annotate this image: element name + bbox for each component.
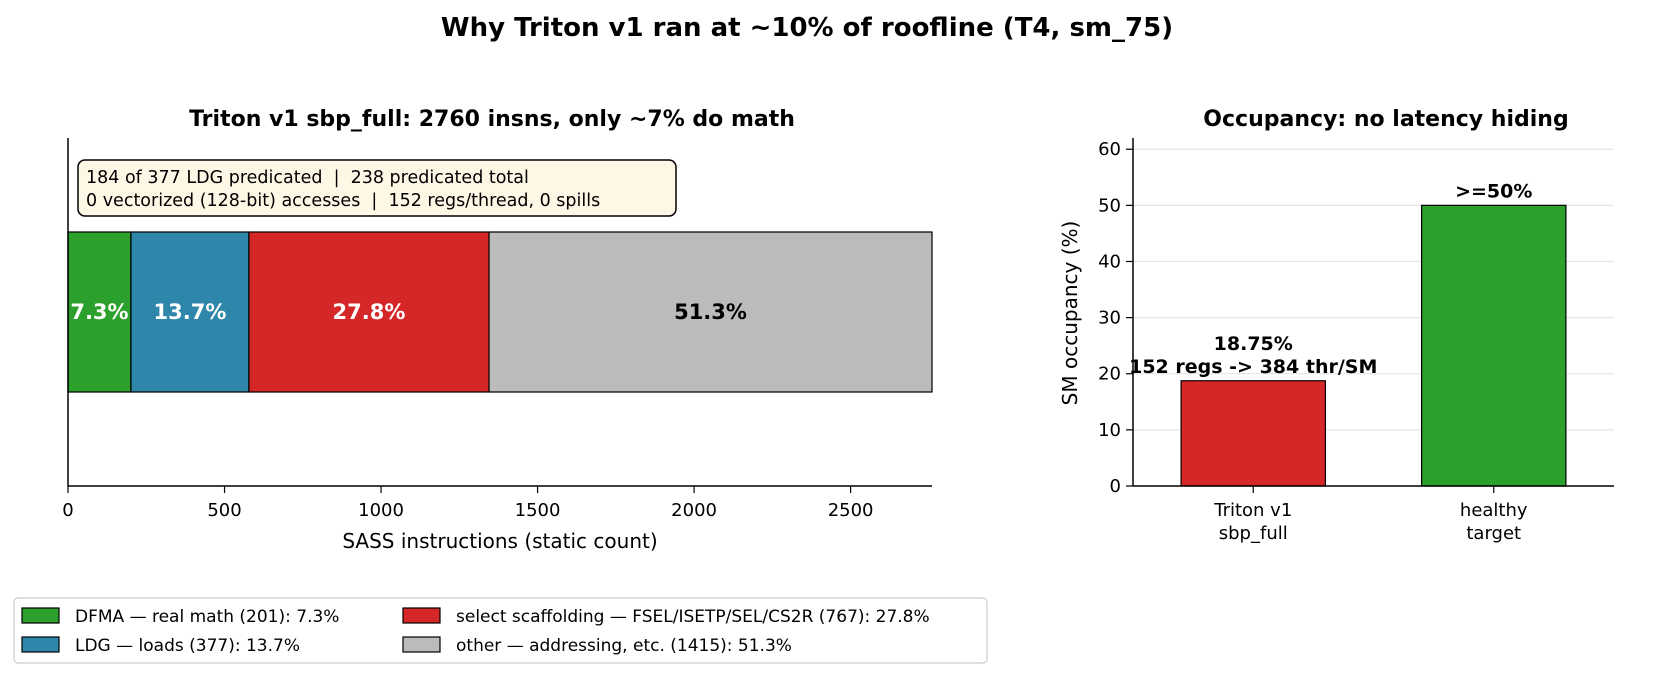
legend-frame — [13, 597, 988, 664]
occupancy-data-label-0-0: 18.75% — [1214, 333, 1293, 355]
right-x-tick-label-0-0: Triton v1 — [1213, 500, 1292, 521]
stacked-bar-label-2: 27.8% — [333, 300, 406, 324]
instruction-mix-chart: Triton v1 sbp_full: 2760 insns, only ~7%… — [62, 107, 933, 553]
legend-label-1: LDG — loads (377): 13.7% — [75, 636, 300, 656]
left-chart-title: Triton v1 sbp_full: 2760 insns, only ~7%… — [189, 107, 795, 132]
right-x-tick-label-0-1: sbp_full — [1219, 523, 1288, 544]
left-x-tick-label-5: 2500 — [828, 500, 874, 521]
annotation-line-1: 184 of 377 LDG predicated | 238 predicat… — [86, 168, 529, 188]
right-y-tick-label-1: 10 — [1098, 420, 1121, 441]
annotation-line-2: 0 vectorized (128-bit) accesses | 152 re… — [86, 191, 600, 211]
stacked-bar-segment-0 — [67, 231, 132, 393]
stacked-bar-segment-3 — [488, 231, 933, 393]
stacked-bar-label-0: 7.3% — [70, 300, 128, 324]
legend-label-2: select scaffolding — FSEL/ISETP/SEL/CS2R… — [456, 607, 930, 627]
left-x-tick-label-1: 500 — [207, 500, 241, 521]
figure-title: Why Triton v1 ran at ~10% of roofline (T… — [441, 13, 1173, 43]
right-y-tick-label-5: 50 — [1098, 195, 1121, 216]
left-x-tick-label-2: 1000 — [358, 500, 404, 521]
annotation-box: 184 of 377 LDG predicated | 238 predicat… — [77, 159, 677, 217]
occupancy-data-label-0-1: 152 regs -> 384 thr/SM — [1129, 356, 1377, 378]
stacked-bar-segment-1 — [130, 231, 250, 393]
occupancy-bar-0 — [1180, 380, 1326, 487]
left-x-tick-label-4: 2000 — [671, 500, 717, 521]
right-x-tick-label-1-0: healthy — [1460, 500, 1528, 521]
stacked-bar-segment-2 — [248, 231, 490, 393]
right-y-tick-label-4: 40 — [1098, 251, 1121, 272]
legend-swatch-2 — [402, 607, 441, 624]
legend-swatch-3 — [402, 636, 441, 653]
legend-swatch-1 — [21, 636, 60, 653]
right-x-tick-label-1-1: target — [1466, 523, 1521, 544]
legend: DFMA — real math (201): 7.3% LDG — loads … — [13, 597, 988, 664]
annotation-box-background — [77, 159, 677, 217]
legend-label-0: DFMA — real math (201): 7.3% — [75, 607, 339, 627]
right-y-tick-label-6: 60 — [1098, 139, 1121, 160]
stacked-bar-label-3: 51.3% — [674, 300, 747, 324]
occupancy-data-label-1-0: >=50% — [1455, 180, 1532, 202]
left-x-tick-label-3: 1500 — [515, 500, 561, 521]
occupancy-bar-1 — [1420, 204, 1567, 487]
legend-swatch-0 — [21, 607, 60, 624]
stacked-bar-label-1: 13.7% — [154, 300, 227, 324]
occupancy-chart: Occupancy: no latency hiding 0 10 20 30 40 50… — [1058, 107, 1614, 544]
right-chart-title: Occupancy: no latency hiding — [1203, 107, 1568, 132]
left-x-axis-label: SASS instructions (static count) — [342, 529, 657, 553]
right-y-tick-label-2: 20 — [1098, 364, 1121, 385]
legend-label-3: other — addressing, etc. (1415): 51.3% — [456, 636, 792, 656]
right-y-tick-label-3: 30 — [1098, 308, 1121, 329]
right-y-tick-label-0: 0 — [1110, 476, 1121, 497]
right-y-axis-label: SM occupancy (%) — [1058, 221, 1082, 406]
left-x-tick-label-0: 0 — [62, 500, 73, 521]
